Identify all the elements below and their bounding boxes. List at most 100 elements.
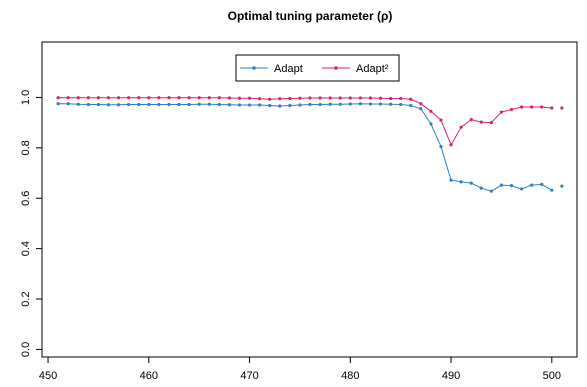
series-point-1 — [439, 118, 443, 122]
series-point-1 — [268, 97, 272, 101]
series-point-0 — [499, 183, 504, 187]
series-point-0 — [429, 122, 433, 126]
series-point-1 — [519, 105, 524, 109]
series-point-0 — [227, 103, 232, 107]
x-tick-label: 480 — [341, 370, 359, 382]
series-point-0 — [509, 184, 514, 188]
series-point-1 — [308, 96, 312, 100]
series-line-0 — [58, 103, 553, 192]
series-point-1 — [348, 96, 352, 100]
series-point-0 — [268, 103, 272, 108]
series-point-1 — [217, 96, 221, 100]
series-point-1 — [338, 96, 342, 100]
series-point-0 — [389, 102, 393, 106]
series-point-0 — [288, 103, 292, 108]
x-axis: 450 460 470 480 490 500 — [39, 356, 561, 382]
series-point-1 — [429, 109, 433, 113]
x-tick-label: 460 — [140, 370, 158, 382]
series-point-0 — [187, 102, 191, 107]
series-point-0 — [560, 184, 564, 188]
series-point-0 — [338, 102, 342, 106]
legend-label: Adapt — [274, 63, 303, 75]
series-point-1 — [389, 96, 393, 101]
x-tick-label: 470 — [240, 370, 258, 382]
series-point-1 — [157, 96, 161, 100]
series-point-1 — [550, 106, 554, 110]
series-point-1 — [509, 107, 514, 112]
x-tick-label: 450 — [39, 370, 57, 382]
series-point-0 — [308, 102, 312, 107]
series-point-1 — [449, 143, 453, 147]
series-point-1 — [479, 120, 483, 124]
series-point-0 — [217, 102, 221, 107]
series-point-1 — [560, 106, 564, 110]
x-tick-label: 490 — [442, 370, 460, 382]
series-point-0 — [147, 102, 151, 107]
series-point-0 — [298, 103, 302, 107]
series-point-0 — [258, 103, 262, 107]
series-point-1 — [177, 96, 181, 100]
series-point-0 — [278, 104, 282, 108]
series-point-1 — [76, 96, 80, 100]
series-point-1 — [147, 96, 151, 100]
series-point-0 — [237, 103, 242, 107]
legend: Adapt Adapt² — [235, 54, 400, 82]
series-point-1 — [96, 96, 101, 100]
chart-title: Optimal tuning parameter (ρ) — [228, 9, 393, 23]
series-point-0 — [197, 102, 201, 106]
series-point-0 — [157, 102, 161, 107]
y-axis: 0.0 0.2 0.4 0.6 0.8 1.0 — [20, 90, 43, 357]
y-tick-label: 0.2 — [20, 291, 32, 306]
series-point-0 — [409, 103, 413, 108]
series-point-1 — [116, 96, 121, 100]
x-tick-label: 500 — [543, 370, 561, 382]
series-point-1 — [318, 96, 322, 100]
series-point-0 — [469, 181, 473, 185]
series-point-1 — [86, 96, 90, 100]
series-point-0 — [530, 183, 534, 187]
series-point-0 — [96, 102, 101, 107]
series-point-1 — [419, 102, 423, 106]
series-point-0 — [399, 102, 403, 107]
series-layer — [56, 96, 564, 193]
series-point-0 — [378, 102, 383, 106]
series-point-0 — [348, 102, 352, 106]
series-point-1 — [278, 97, 282, 101]
series-point-1 — [187, 96, 191, 100]
series-point-0 — [177, 102, 181, 107]
series-point-1 — [56, 96, 60, 100]
series-point-0 — [459, 180, 463, 184]
series-point-1 — [469, 118, 473, 122]
series-point-0 — [127, 102, 131, 107]
series-point-0 — [66, 102, 70, 106]
series-point-1 — [328, 96, 332, 100]
series-point-1 — [540, 105, 544, 109]
series-point-1 — [66, 96, 70, 100]
series-point-0 — [419, 107, 423, 111]
series-point-1 — [378, 96, 383, 100]
series-point-1 — [167, 96, 171, 100]
series-point-0 — [540, 182, 544, 186]
series-point-1 — [358, 96, 362, 100]
series-point-0 — [550, 188, 554, 192]
series-point-0 — [247, 103, 252, 107]
series-point-0 — [489, 189, 493, 193]
series-point-0 — [328, 102, 332, 106]
y-tick-label: 0.0 — [20, 342, 32, 357]
series-point-1 — [197, 96, 201, 100]
legend-marker — [334, 66, 338, 70]
y-tick-label: 0.6 — [20, 191, 32, 206]
series-point-1 — [137, 96, 141, 100]
series-point-1 — [227, 96, 232, 100]
series-point-1 — [298, 96, 302, 100]
plot-frame — [41, 41, 578, 358]
y-tick-label: 0.8 — [20, 140, 32, 155]
series-point-1 — [288, 96, 292, 101]
series-point-0 — [207, 102, 211, 106]
series-point-0 — [137, 102, 141, 107]
series-point-1 — [499, 110, 504, 114]
series-point-1 — [127, 96, 131, 100]
series-point-1 — [368, 96, 373, 100]
series-point-1 — [258, 97, 262, 101]
